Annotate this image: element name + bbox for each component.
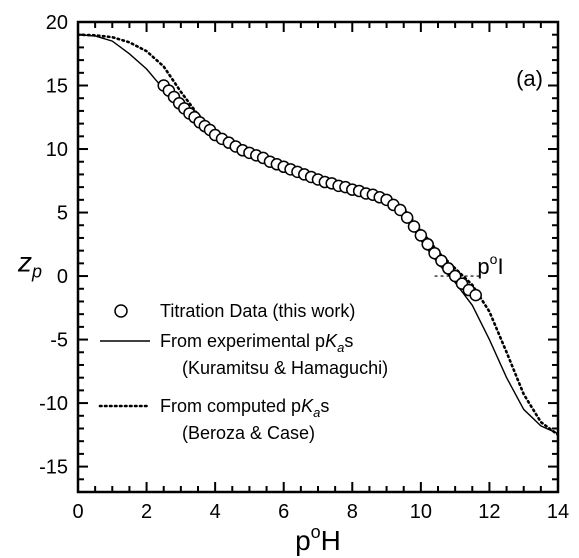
titration-data-point	[469, 288, 482, 302]
y-tick-label: 15	[46, 76, 68, 98]
legend: Titration Data (this work) From experimen…	[98, 301, 388, 443]
titration-data-point	[421, 238, 434, 251]
x-tick-label: 14	[547, 501, 569, 523]
x-tick-label: 0	[72, 501, 83, 523]
panel-label: (a)	[516, 66, 543, 91]
y-tick-label: -15	[39, 457, 68, 479]
y-tick-label: -10	[39, 393, 68, 415]
y-axis-title: zp	[17, 246, 42, 281]
legend-entry-label: From experimental pKas	[160, 331, 353, 355]
y-tick-label: 20	[46, 12, 68, 34]
titration-data-point	[414, 229, 428, 242]
titration-data-point	[394, 203, 407, 217]
plot-area	[78, 33, 558, 437]
x-tick-label: 8	[347, 501, 358, 523]
y-tick-label: 10	[46, 139, 68, 161]
legend-entry-source: (Kuramitsu & Hamaguchi)	[182, 358, 388, 378]
legend-circle-marker	[114, 304, 128, 318]
tick-labels: 0 2 4 6 8 10 12 14 -15 -10 -5 0 5 10 15 20	[39, 12, 569, 523]
legend-entry-label: Titration Data (this work)	[160, 301, 355, 321]
pI-label: poI	[477, 251, 503, 279]
titration-data-point	[435, 254, 448, 268]
legend-entry-source: (Beroza & Case)	[182, 423, 315, 443]
titration-data-point	[442, 262, 455, 275]
x-tick-label: 12	[478, 501, 500, 523]
y-tick-label: 5	[57, 203, 68, 225]
y-tick-label: 0	[57, 266, 68, 288]
legend-entry-label: From computed pKas	[160, 396, 329, 420]
titration-data-point	[400, 211, 414, 224]
x-axis-title: poH	[295, 522, 341, 556]
titration-data-point	[428, 246, 441, 260]
y-tick-label: -5	[50, 330, 68, 352]
titration-data-point	[407, 220, 421, 233]
x-tick-label: 10	[410, 501, 432, 523]
x-tick-label: 6	[278, 501, 289, 523]
x-tick-label: 2	[141, 501, 152, 523]
x-tick-label: 4	[210, 501, 221, 523]
axis-ticks	[77, 21, 559, 493]
titration-data-point	[448, 269, 462, 283]
